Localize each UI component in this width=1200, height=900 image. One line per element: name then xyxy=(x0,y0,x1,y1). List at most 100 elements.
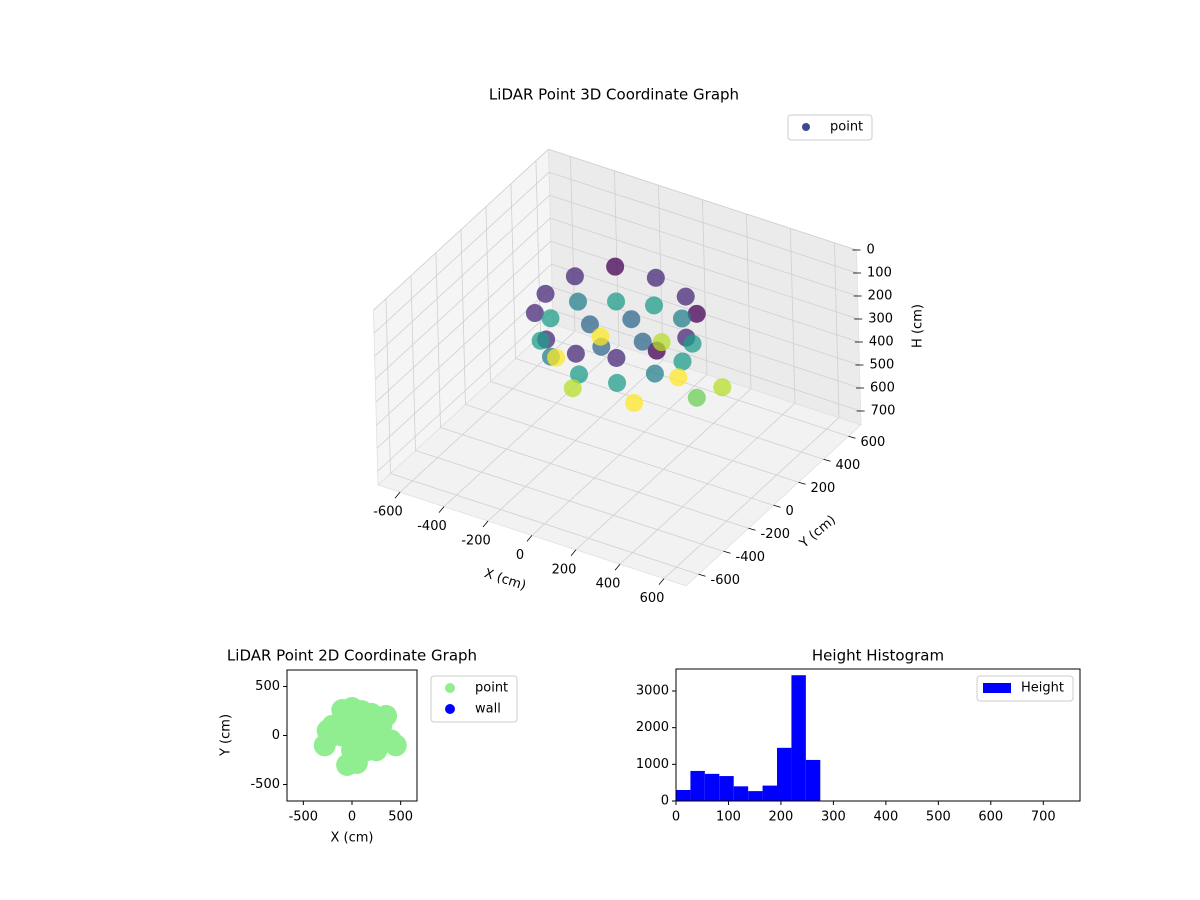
z-tick-label: 500 xyxy=(869,358,894,373)
y-tick-label: 500 xyxy=(255,679,280,694)
y-tick-label: 1000 xyxy=(636,757,669,772)
x-tick-label: -500 xyxy=(289,810,319,825)
grid-line xyxy=(373,148,549,311)
bar xyxy=(676,790,691,801)
point xyxy=(375,704,398,727)
point xyxy=(565,267,584,286)
z-tick-label: 100 xyxy=(867,266,892,281)
x-tick-label: 700 xyxy=(1031,810,1056,825)
point xyxy=(676,287,695,306)
z-tick-label: 0 xyxy=(866,243,874,258)
point xyxy=(625,393,644,412)
grid-line xyxy=(551,286,861,389)
grid-line xyxy=(374,194,550,357)
x-tick-label: 400 xyxy=(873,810,898,825)
grid-line xyxy=(550,217,859,320)
bar xyxy=(690,770,705,801)
chart-title: Height Histogram xyxy=(812,647,944,665)
y-axis-label: Y (cm) xyxy=(219,714,234,757)
grid-line xyxy=(375,240,552,403)
y-tick-label: 0 xyxy=(661,794,669,809)
grid-line xyxy=(415,450,724,552)
point xyxy=(566,344,585,363)
point xyxy=(645,296,663,315)
chart-title: LiDAR Point 2D Coordinate Graph xyxy=(227,647,477,665)
grid-line xyxy=(510,183,516,359)
point xyxy=(536,284,555,303)
y-tick-label: 0 xyxy=(272,728,280,743)
x-axis-label: X (cm) xyxy=(331,831,374,846)
bar xyxy=(777,747,792,801)
x-tick-label: 600 xyxy=(640,591,665,606)
point xyxy=(591,327,610,346)
grid-line xyxy=(410,275,416,451)
point xyxy=(669,368,688,387)
y-tick-label: 400 xyxy=(836,458,861,473)
grid-line xyxy=(390,473,699,575)
bar xyxy=(733,786,749,801)
tick-mark xyxy=(658,578,665,585)
point xyxy=(633,332,652,351)
point xyxy=(608,373,627,392)
y-tick-label: -500 xyxy=(250,777,280,792)
z-tick-label: 700 xyxy=(871,404,896,419)
point xyxy=(652,333,671,352)
grid-line xyxy=(552,309,861,412)
legend-label: point xyxy=(830,120,863,135)
grid-line xyxy=(435,252,441,428)
grid-line xyxy=(746,213,752,389)
grid-line xyxy=(548,171,858,274)
x-tick-label: -400 xyxy=(417,519,447,534)
legend-marker xyxy=(802,123,810,131)
z-tick-label: 600 xyxy=(870,381,895,396)
x-tick-label: 500 xyxy=(926,810,951,825)
y-tick-label: -400 xyxy=(736,550,766,565)
grid-line xyxy=(374,217,551,380)
point xyxy=(531,331,550,350)
point xyxy=(568,292,587,311)
point xyxy=(606,257,625,276)
grid-line xyxy=(790,228,796,404)
tick-mark xyxy=(438,506,445,513)
x-tick-label: 500 xyxy=(388,810,413,825)
bar xyxy=(719,776,734,801)
grid-line xyxy=(490,381,799,483)
point xyxy=(622,310,641,329)
grid-line xyxy=(385,298,391,474)
tick-mark xyxy=(798,481,806,485)
tick-mark xyxy=(394,491,401,499)
chart-title: LiDAR Point 3D Coordinate Graph xyxy=(489,86,739,104)
legend-label: Height xyxy=(1021,681,1064,696)
grid-line xyxy=(834,242,840,418)
point xyxy=(646,268,665,287)
point xyxy=(607,348,626,367)
legend-box xyxy=(787,114,873,141)
point xyxy=(563,379,582,398)
point xyxy=(525,304,544,323)
bar xyxy=(805,759,821,801)
grid-line xyxy=(550,240,859,343)
point xyxy=(672,309,691,328)
tick-mark xyxy=(823,458,831,462)
grid-line xyxy=(376,286,553,449)
tick-mark xyxy=(614,563,621,571)
z-tick-label: 400 xyxy=(869,335,894,350)
point xyxy=(541,309,560,328)
grid-line xyxy=(440,427,749,529)
point xyxy=(580,315,599,334)
point xyxy=(645,364,664,383)
x-tick-label: 100 xyxy=(716,810,741,825)
grid-line xyxy=(515,358,824,460)
legend-marker xyxy=(445,683,455,693)
x-tick-label: 0 xyxy=(516,548,524,563)
point xyxy=(321,714,344,737)
point xyxy=(687,388,706,407)
tick-mark xyxy=(773,504,781,508)
legend-marker xyxy=(445,704,455,714)
grid-line xyxy=(485,206,491,382)
grid-line xyxy=(549,194,858,297)
point xyxy=(570,365,588,384)
point xyxy=(687,304,706,323)
tick-mark xyxy=(698,573,706,577)
point xyxy=(331,699,354,722)
